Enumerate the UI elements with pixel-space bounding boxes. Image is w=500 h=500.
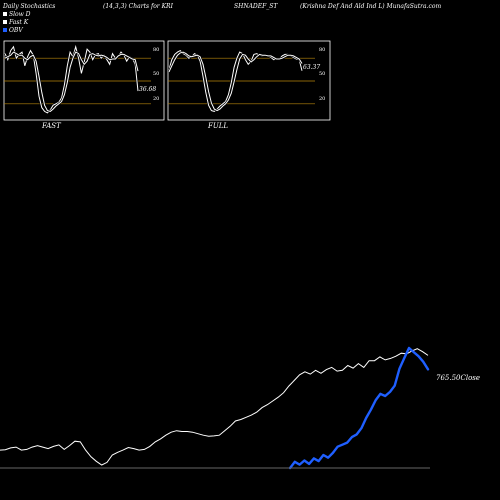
full-series-slow-d — [168, 51, 303, 112]
fast-tick-80: 80 — [153, 47, 159, 53]
legend: Slow D Fast K OBV — [3, 11, 31, 34]
full-last-value: 63.37 — [303, 64, 320, 71]
legend-swatch-fast-k — [3, 20, 7, 24]
full-tick-80: 80 — [319, 47, 325, 53]
header-title: Daily Stochastics — [2, 3, 55, 10]
legend-swatch-slow-d — [3, 12, 7, 16]
fast-stochastic-panel: 80 50 20 36.68 FAST — [3, 40, 165, 130]
legend-swatch-obv — [3, 28, 7, 32]
fast-tick-20: 20 — [153, 96, 159, 102]
legend-label-fast-k: Fast K — [8, 19, 29, 26]
full-stochastic-panel: 80 50 20 63.37 FULL — [167, 40, 331, 130]
full-panel-label: FULL — [207, 122, 228, 130]
close-price-line — [0, 348, 429, 466]
fast-panel-frame — [3, 40, 165, 121]
price-obv-panel: 765.50Close — [0, 346, 480, 470]
fast-series-slow-d — [4, 51, 139, 112]
fast-panel-label: FAST — [41, 122, 62, 130]
legend-label-obv: OBV — [9, 27, 23, 34]
legend-label-slow-d: Slow D — [9, 11, 31, 18]
header-symbol: SHNADEF_ST — [234, 3, 278, 10]
fast-last-value: 36.68 — [139, 86, 156, 93]
close-price-label: 765.50Close — [436, 374, 480, 382]
header-company: (Krishna Def And Ald Ind L) MunafaSutra.… — [300, 3, 442, 10]
header-params: (14,3,3) Charts for KRI — [103, 3, 174, 10]
full-panel-frame — [167, 40, 331, 121]
fast-tick-50: 50 — [153, 71, 159, 77]
obv-line — [288, 346, 430, 470]
full-tick-50: 50 — [319, 71, 325, 77]
full-tick-20: 20 — [319, 96, 325, 102]
